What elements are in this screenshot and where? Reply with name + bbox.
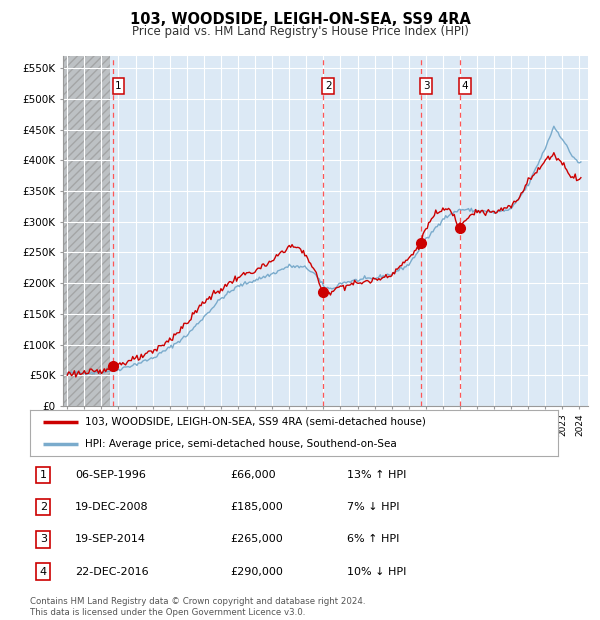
Text: £66,000: £66,000 <box>230 470 276 480</box>
Text: 22-DEC-2016: 22-DEC-2016 <box>75 567 149 577</box>
Text: 7% ↓ HPI: 7% ↓ HPI <box>347 502 400 512</box>
Text: 1: 1 <box>115 81 122 91</box>
Text: 3: 3 <box>423 81 430 91</box>
Text: £265,000: £265,000 <box>230 534 283 544</box>
Text: HPI: Average price, semi-detached house, Southend-on-Sea: HPI: Average price, semi-detached house,… <box>85 440 397 450</box>
Text: £290,000: £290,000 <box>230 567 284 577</box>
Text: 19-SEP-2014: 19-SEP-2014 <box>75 534 146 544</box>
Text: 1: 1 <box>40 470 47 480</box>
Text: 2: 2 <box>325 81 332 91</box>
Text: £185,000: £185,000 <box>230 502 283 512</box>
Text: 103, WOODSIDE, LEIGH-ON-SEA, SS9 4RA: 103, WOODSIDE, LEIGH-ON-SEA, SS9 4RA <box>130 12 470 27</box>
Text: 06-SEP-1996: 06-SEP-1996 <box>75 470 146 480</box>
Text: 13% ↑ HPI: 13% ↑ HPI <box>347 470 406 480</box>
Text: 6% ↑ HPI: 6% ↑ HPI <box>347 534 399 544</box>
Text: Price paid vs. HM Land Registry's House Price Index (HPI): Price paid vs. HM Land Registry's House … <box>131 25 469 38</box>
Text: 4: 4 <box>461 81 468 91</box>
Text: 10% ↓ HPI: 10% ↓ HPI <box>347 567 406 577</box>
Text: 3: 3 <box>40 534 47 544</box>
Text: 19-DEC-2008: 19-DEC-2008 <box>75 502 149 512</box>
Text: 2: 2 <box>40 502 47 512</box>
Text: 103, WOODSIDE, LEIGH-ON-SEA, SS9 4RA (semi-detached house): 103, WOODSIDE, LEIGH-ON-SEA, SS9 4RA (se… <box>85 417 427 427</box>
Text: Contains HM Land Registry data © Crown copyright and database right 2024.
This d: Contains HM Land Registry data © Crown c… <box>30 598 365 617</box>
Text: 4: 4 <box>40 567 47 577</box>
